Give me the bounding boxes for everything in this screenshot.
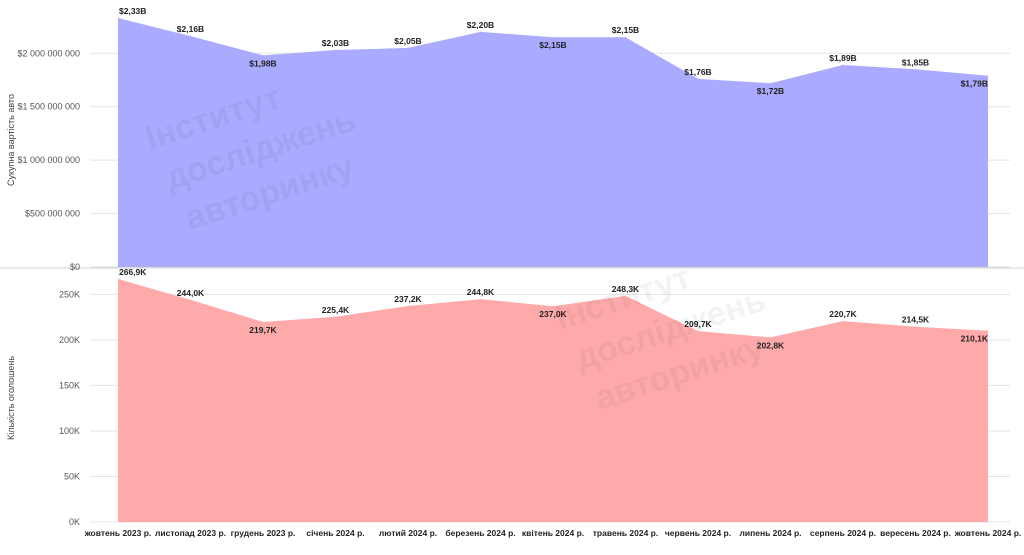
value-point [262, 54, 264, 56]
value-data-label: $2,15B [612, 25, 639, 35]
x-tick-label: серпень 2024 р. [810, 528, 876, 538]
count-point [552, 305, 554, 307]
value-ytick-label: $1 500 000 000 [17, 102, 80, 112]
count-ytick-label: 200K [59, 335, 80, 345]
count-data-label: 248,3K [612, 284, 640, 294]
x-tick-label: липень 2024 р. [739, 528, 801, 538]
value-data-label: $2,20B [467, 20, 494, 30]
value-point [697, 78, 699, 80]
count-ytick-label: 100K [59, 426, 80, 436]
x-tick-label: травень 2024 р. [593, 528, 658, 538]
count-point [770, 336, 771, 338]
value-ytick-label: $0 [70, 262, 80, 272]
count-data-label: 266,9K [119, 267, 147, 277]
value-ytick-label: $2 000 000 000 [17, 48, 80, 58]
count-data-label: 244,8K [467, 287, 495, 297]
count-point [625, 295, 626, 297]
value-point [335, 49, 336, 51]
count-point [117, 278, 119, 280]
value-data-label: $1,85B [902, 57, 929, 67]
value-data-label: $2,15B [539, 40, 566, 50]
x-tick-label: жовтень 2023 р. [84, 528, 152, 538]
value-data-label: $2,33B [119, 6, 146, 16]
count-data-label: 202,8K [757, 340, 785, 350]
value-data-label: $1,89B [829, 53, 856, 63]
value-ytick-label: $1 000 000 000 [17, 155, 80, 165]
value-data-label: $2,05B [394, 36, 421, 46]
x-tick-label: вересень 2024 р. [880, 528, 951, 538]
value-area [118, 18, 988, 267]
count-data-label: 214,5K [902, 315, 930, 325]
count-data-label: 219,7K [249, 325, 277, 335]
count-ytick-label: 0K [69, 517, 80, 527]
value-point [915, 68, 916, 70]
count-ytick-label: 250K [59, 289, 80, 299]
value-point [552, 36, 554, 38]
count-data-label: 237,2K [394, 294, 422, 304]
value-point [117, 17, 119, 19]
value-data-label: $1,98B [249, 58, 276, 68]
count-point [335, 316, 336, 318]
value-point [480, 31, 481, 33]
value-point [407, 47, 409, 49]
x-tick-label: лютий 2024 р. [379, 528, 437, 538]
value-point [625, 36, 626, 38]
count-point [915, 326, 916, 328]
count-data-label: 210,1K [961, 334, 989, 344]
x-tick-label: січень 2024 р. [306, 528, 364, 538]
count-data-label: 237,0K [539, 309, 567, 319]
value-point [987, 75, 989, 77]
value-axis-label: Сукупна вартість авто [6, 94, 16, 186]
count-ytick-label: 150K [59, 380, 80, 390]
x-tick-label: червень 2024 р. [665, 528, 731, 538]
count-data-label: 209,7K [684, 319, 712, 329]
value-data-label: $1,79B [961, 79, 988, 89]
x-tick-label: жовтень 2024 р. [954, 528, 1022, 538]
x-tick-label: листопад 2023 р. [155, 528, 226, 538]
count-data-label: 225,4K [322, 305, 350, 315]
count-point [842, 320, 844, 322]
x-tick-label: березень 2024 р. [445, 528, 515, 538]
count-point [262, 321, 264, 323]
count-data-label: 220,7K [829, 309, 857, 319]
value-data-label: $1,72B [757, 86, 784, 96]
value-ytick-label: $500 000 000 [25, 209, 80, 219]
count-point [697, 330, 699, 332]
count-data-label: 244,0K [177, 288, 205, 298]
x-tick-label: квітень 2024 р. [522, 528, 584, 538]
count-axis-label: Кількість оголошень [6, 356, 16, 440]
count-point [480, 298, 481, 300]
count-point [190, 299, 191, 301]
x-tick-label: грудень 2023 р. [231, 528, 296, 538]
value-point [190, 35, 191, 37]
value-data-label: $1,76B [684, 67, 711, 77]
count-point [987, 330, 989, 332]
value-point [842, 64, 844, 66]
count-point [407, 305, 409, 307]
value-point [770, 82, 771, 84]
count-area [118, 279, 988, 522]
value-data-label: $2,03B [322, 38, 349, 48]
count-ytick-label: 50K [64, 471, 80, 481]
value-data-label: $2,16B [177, 24, 204, 34]
